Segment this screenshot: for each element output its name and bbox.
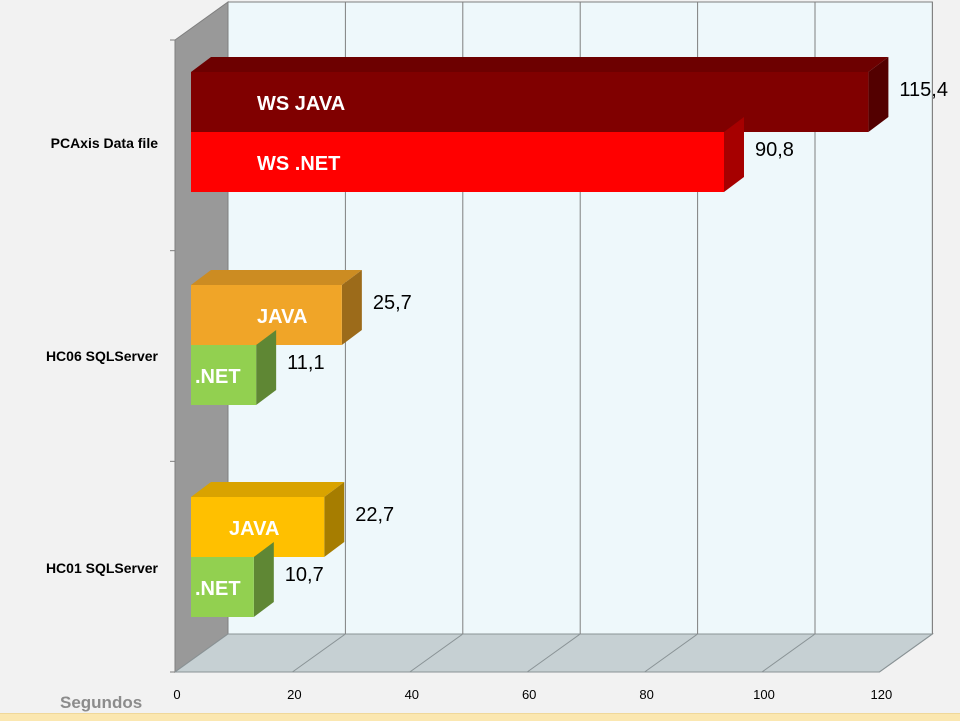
- bar-top: [191, 270, 362, 285]
- bar-value-label: 115,4: [899, 79, 948, 101]
- bar: [191, 132, 724, 192]
- bar-side: [341, 270, 362, 345]
- bar-value-label: 10,7: [285, 564, 324, 586]
- bar-side: [256, 330, 277, 405]
- x-tick-label: 100: [753, 687, 775, 702]
- gridline-floor: [292, 633, 346, 673]
- bar-series-label: JAVA: [257, 306, 307, 328]
- bar: [191, 557, 254, 617]
- bar-series-label: JAVA: [229, 518, 279, 540]
- bar-series-label: .NET: [195, 366, 241, 388]
- bar-top: [191, 57, 889, 72]
- x-tick-label: 40: [405, 687, 419, 702]
- bar-side: [324, 482, 345, 557]
- x-tick-label: 0: [173, 687, 180, 702]
- category-label: PCAxis Data file: [51, 135, 159, 151]
- gridline-floor: [761, 633, 816, 673]
- x-tick-label: 60: [522, 687, 536, 702]
- bar-series-label: .NET: [195, 578, 241, 600]
- bar-side: [253, 542, 274, 617]
- bar-series-label: WS .NET: [257, 153, 340, 175]
- bar-value-label: 11,1: [287, 352, 324, 374]
- bar: [191, 285, 342, 345]
- bar-top: [191, 482, 345, 497]
- category-label: HC06 SQLServer: [46, 348, 159, 364]
- bar: [191, 345, 257, 405]
- bar: [191, 497, 325, 557]
- bar-series-label: WS JAVA: [257, 93, 345, 115]
- x-axis-title: Segundos: [60, 693, 143, 712]
- bar: [191, 72, 869, 132]
- gridline-floor: [879, 633, 933, 673]
- bar-side: [868, 57, 889, 132]
- gridline-floor: [526, 633, 581, 673]
- bar-value-label: 25,7: [373, 292, 412, 314]
- bar-value-label: 90,8: [755, 139, 794, 161]
- bar-value-label: 22,7: [355, 504, 394, 526]
- x-tick-label: 20: [287, 687, 301, 702]
- category-label: HC01 SQLServer: [46, 560, 159, 576]
- gridline-floor: [644, 633, 698, 673]
- gridline-floor: [409, 633, 464, 673]
- x-tick-label: 80: [639, 687, 653, 702]
- bar-side: [723, 117, 744, 192]
- x-tick-label: 120: [871, 687, 893, 702]
- footer-strip: [0, 713, 960, 721]
